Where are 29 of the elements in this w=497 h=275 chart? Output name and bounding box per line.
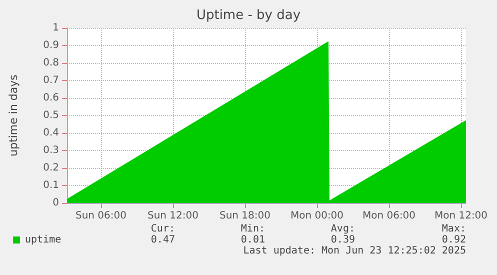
text: Last update: Mon Jun 23 12:25:02 2025 [243, 246, 466, 256]
x-tick-label: Mon 06:00 [362, 210, 416, 222]
y-tick-label: 1 [52, 22, 59, 34]
y-tick-label: 0.4 [43, 128, 59, 138]
y-tick-label: 0 [52, 198, 59, 208]
y-tick-label: 0.7 [43, 75, 59, 86]
y-tick-label: 0.6 [43, 92, 59, 104]
y-tick-label: 0.3 [43, 145, 59, 156]
y-tick-label: 0.5 [43, 110, 59, 121]
text: 0.92 [442, 234, 466, 246]
text: Cur: [150, 224, 175, 234]
x-tick-label: Mon 12:00 [434, 210, 488, 222]
x-tick-label: Sun 12:00 [147, 210, 199, 222]
text: Max: [442, 224, 466, 234]
text: 0.47 [150, 234, 175, 246]
chart-title: Uptime - by day [196, 8, 301, 23]
text: 0.01 [240, 234, 265, 246]
x-tick-label: Sun 18:00 [219, 210, 271, 222]
y-tick-label: 0.1 [43, 180, 59, 191]
text: Avg: [330, 224, 355, 234]
x-tick-label: Mon 00:00 [290, 210, 344, 222]
legend-label: uptime [25, 234, 62, 246]
y-tick-label: 0.8 [43, 58, 59, 68]
y-tick-label: 0.9 [43, 40, 59, 51]
text: 0.39 [330, 234, 355, 246]
x-tick-label: Sun 06:00 [75, 210, 127, 222]
y-tick-label: 0.2 [43, 162, 59, 174]
y-axis-title: uptime in days [7, 74, 20, 156]
text: Min: [240, 224, 265, 234]
